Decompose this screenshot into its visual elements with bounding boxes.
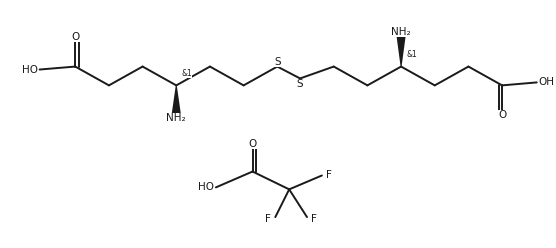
Text: F: F	[326, 170, 332, 181]
Text: &1: &1	[181, 69, 192, 78]
Text: F: F	[265, 214, 271, 224]
Text: F: F	[311, 214, 317, 224]
Text: O: O	[498, 110, 506, 120]
Text: &1: &1	[406, 50, 417, 59]
Text: O: O	[71, 32, 80, 42]
Polygon shape	[172, 85, 181, 113]
Text: NH₂: NH₂	[391, 27, 411, 37]
Text: HO: HO	[198, 182, 214, 192]
Text: S: S	[297, 79, 304, 89]
Polygon shape	[396, 37, 405, 66]
Text: S: S	[274, 57, 281, 67]
Text: O: O	[249, 139, 257, 149]
Text: OH: OH	[539, 77, 555, 87]
Text: HO: HO	[22, 64, 38, 75]
Text: NH₂: NH₂	[166, 113, 186, 123]
